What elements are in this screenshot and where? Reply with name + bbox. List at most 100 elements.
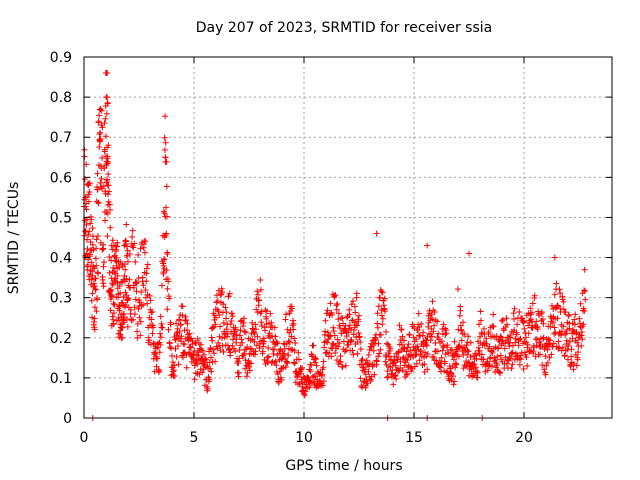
data-point [407, 347, 414, 354]
data-point [207, 354, 214, 361]
data-point [169, 371, 176, 378]
data-point [157, 313, 164, 320]
data-point [182, 313, 189, 320]
data-point [105, 142, 112, 149]
data-point [110, 264, 117, 271]
data-point [100, 283, 107, 290]
data-point [457, 307, 464, 314]
data-point [119, 299, 126, 306]
data-point [144, 300, 151, 307]
data-point [272, 333, 279, 340]
data-point [525, 330, 532, 337]
data-point [235, 360, 242, 367]
data-point [516, 361, 523, 368]
data-point [123, 275, 130, 282]
data-point [434, 348, 441, 355]
data-point [328, 353, 335, 360]
data-point [95, 118, 102, 125]
data-point [83, 250, 90, 257]
data-point [291, 335, 298, 342]
data-point [229, 342, 236, 349]
data-point [87, 220, 94, 227]
data-point [148, 316, 155, 323]
data-point [576, 315, 583, 322]
data-point [226, 290, 233, 297]
data-point [365, 351, 372, 358]
data-point [328, 344, 335, 351]
data-point [439, 347, 446, 354]
data-point [411, 347, 417, 354]
data-point [337, 358, 344, 365]
data-point [232, 326, 239, 333]
data-point [541, 366, 548, 373]
data-point [406, 331, 413, 338]
data-point [104, 191, 111, 198]
data-point [556, 286, 563, 293]
data-point [549, 320, 556, 327]
data-point [552, 329, 559, 336]
data-point [546, 354, 553, 361]
data-point [107, 307, 114, 314]
data-point [303, 381, 310, 388]
data-point [96, 143, 103, 150]
data-point [381, 295, 388, 302]
data-point [413, 360, 420, 367]
data-point [399, 341, 406, 348]
outlier-point [373, 230, 380, 237]
data-point [148, 309, 155, 316]
data-point [438, 354, 445, 361]
data-point [346, 311, 353, 318]
data-point [510, 310, 517, 317]
data-point [163, 213, 170, 220]
x-tick-label: 0 [80, 430, 89, 446]
data-point [150, 324, 157, 331]
data-point [480, 356, 487, 363]
data-point [141, 249, 148, 256]
data-point [560, 298, 567, 305]
data-point [220, 319, 227, 326]
data-point [375, 353, 382, 360]
data-point [324, 339, 331, 346]
data-point [577, 300, 584, 307]
data-point [103, 133, 109, 140]
data-point [465, 359, 472, 366]
data-point [94, 296, 101, 303]
data-point [99, 124, 106, 131]
data-point [263, 315, 270, 322]
data-point [247, 345, 254, 352]
data-point [84, 261, 91, 268]
data-point [383, 353, 390, 360]
data-point [343, 346, 350, 353]
data-point [263, 308, 270, 315]
data-point [552, 315, 559, 322]
data-point [208, 368, 215, 375]
data-point [236, 355, 243, 362]
data-point [121, 319, 128, 326]
data-point [241, 350, 248, 357]
data-point [299, 364, 306, 371]
data-point [164, 285, 171, 292]
data-point [514, 321, 521, 328]
data-point [547, 323, 554, 330]
data-point [243, 373, 250, 380]
data-point [430, 328, 437, 335]
data-point [399, 333, 406, 340]
data-point [212, 358, 219, 365]
data-point [418, 320, 425, 327]
data-point [95, 270, 102, 277]
data-point [347, 338, 354, 345]
data-point [146, 337, 153, 344]
data-point [421, 368, 428, 375]
data-point [210, 346, 217, 353]
data-point [560, 323, 567, 330]
data-point [184, 320, 191, 327]
data-point [572, 311, 579, 318]
data-point [482, 368, 489, 375]
data-point [371, 371, 378, 378]
data-point [146, 292, 153, 299]
data-point [86, 188, 93, 195]
data-point [312, 355, 319, 362]
data-point [574, 356, 581, 363]
data-point [542, 371, 549, 378]
data-point [165, 278, 172, 285]
